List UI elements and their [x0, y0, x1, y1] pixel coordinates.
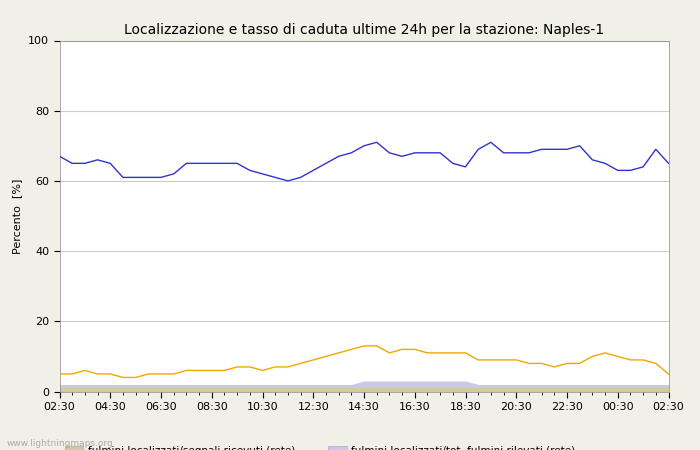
Title: Localizzazione e tasso di caduta ultime 24h per la stazione: Naples-1: Localizzazione e tasso di caduta ultime …	[124, 22, 604, 36]
Text: www.lightningmaps.org: www.lightningmaps.org	[7, 439, 113, 448]
Legend: fulmini localizzati/segnali ricevuti (rete), fulmini localizzati/segnali ricevut: fulmini localizzati/segnali ricevuti (re…	[64, 446, 601, 450]
Y-axis label: Percento  [%]: Percento [%]	[13, 178, 22, 254]
